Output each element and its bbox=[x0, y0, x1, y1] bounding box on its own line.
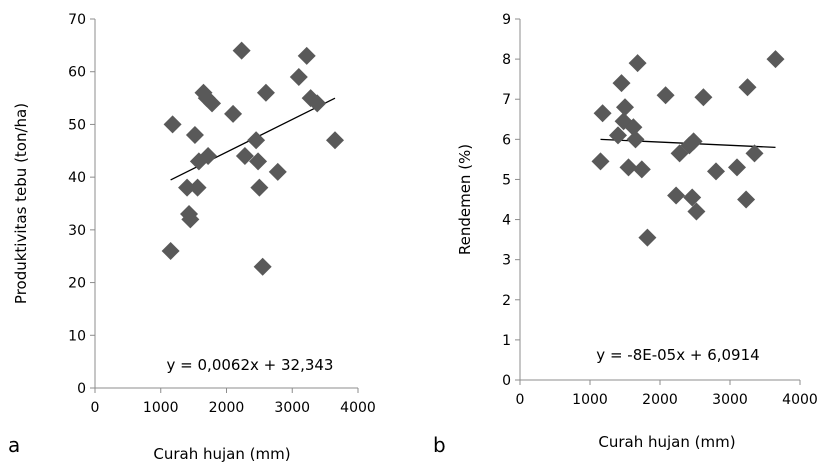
data-point bbox=[619, 158, 638, 177]
data-point bbox=[766, 50, 785, 69]
data-point bbox=[178, 178, 197, 197]
data-point bbox=[247, 131, 266, 150]
data-point bbox=[612, 74, 631, 93]
y-tick-label: 5 bbox=[502, 172, 511, 188]
y-axis-label: Produktivitas tebu (ton/ha) bbox=[12, 103, 30, 304]
data-point bbox=[163, 115, 182, 134]
data-point bbox=[297, 46, 316, 65]
x-tick-label: 3000 bbox=[274, 400, 310, 416]
data-point bbox=[268, 162, 287, 181]
x-tick-label: 2000 bbox=[642, 392, 678, 408]
y-tick-label: 20 bbox=[68, 276, 86, 292]
y-tick-label: 60 bbox=[68, 65, 86, 81]
data-point bbox=[181, 210, 200, 229]
panel-letter: a bbox=[8, 433, 20, 457]
data-point bbox=[325, 131, 344, 150]
data-point bbox=[614, 112, 633, 131]
data-point bbox=[235, 147, 254, 166]
data-point bbox=[161, 241, 180, 260]
y-tick-label: 9 bbox=[502, 12, 511, 28]
data-point bbox=[683, 188, 702, 207]
data-point bbox=[616, 98, 634, 117]
x-axis-label: Curah hujan (mm) bbox=[153, 445, 290, 463]
data-point bbox=[185, 125, 204, 144]
x-tick-label: 0 bbox=[516, 392, 525, 408]
data-point bbox=[684, 132, 703, 151]
chart-panel-a: 0 10 20 30 40 50 60 70 0 1000 2000 3000 4000 y = 0,00… bbox=[8, 12, 376, 463]
x-tick-label: 2000 bbox=[209, 400, 245, 416]
data-point bbox=[632, 160, 651, 179]
data-point bbox=[203, 94, 222, 113]
data-point bbox=[199, 147, 218, 166]
data-point bbox=[249, 152, 268, 171]
y-tick-label: 50 bbox=[68, 117, 86, 133]
data-point bbox=[591, 152, 610, 171]
data-point bbox=[628, 54, 647, 73]
x-tick-label: 4000 bbox=[782, 392, 818, 408]
panel-letter: b bbox=[433, 433, 446, 457]
data-point bbox=[667, 186, 686, 205]
x-tick-label: 1000 bbox=[572, 392, 608, 408]
data-point bbox=[250, 178, 269, 197]
data-point bbox=[694, 88, 713, 107]
data-point bbox=[737, 190, 756, 209]
data-point bbox=[593, 104, 612, 123]
y-tick-label: 30 bbox=[68, 223, 86, 239]
data-point bbox=[626, 130, 645, 149]
trendline-equation: y = 0,0062x + 32,343 bbox=[167, 356, 334, 374]
data-point bbox=[609, 126, 627, 145]
data-point bbox=[745, 144, 764, 163]
data-point bbox=[256, 83, 275, 102]
data-point bbox=[232, 41, 251, 60]
data-point bbox=[624, 118, 643, 137]
chart-panel-b: 0 1 2 3 4 5 6 7 8 9 0 1000 2000 3000 4000 y = -8E-05x +… bbox=[433, 12, 818, 457]
data-point bbox=[224, 104, 243, 123]
data-point bbox=[188, 178, 207, 197]
x-tick-label: 4000 bbox=[340, 400, 376, 416]
data-point bbox=[707, 162, 725, 181]
y-tick-label: 40 bbox=[68, 170, 86, 186]
data-point bbox=[738, 78, 757, 97]
x-tick-label: 3000 bbox=[712, 392, 748, 408]
data-point bbox=[289, 67, 308, 86]
y-tick-label: 8 bbox=[502, 52, 511, 68]
y-tick-label: 3 bbox=[502, 253, 511, 269]
y-tick-label: 10 bbox=[68, 328, 86, 344]
data-point bbox=[656, 86, 675, 105]
y-tick-label: 1 bbox=[502, 333, 511, 349]
y-tick-label: 7 bbox=[502, 92, 511, 108]
data-point bbox=[728, 158, 746, 177]
y-axis-label: Rendemen (%) bbox=[456, 144, 474, 255]
trendline-equation: y = -8E-05x + 6,0914 bbox=[596, 346, 759, 364]
data-point bbox=[253, 257, 272, 276]
y-tick-label: 0 bbox=[77, 381, 86, 397]
y-tick-label: 70 bbox=[68, 12, 86, 28]
data-point bbox=[638, 228, 657, 247]
data-point bbox=[687, 202, 706, 221]
data-point bbox=[308, 94, 327, 113]
x-axis-label: Curah hujan (mm) bbox=[598, 433, 735, 451]
y-tick-label: 2 bbox=[502, 293, 511, 309]
x-tick-label: 1000 bbox=[143, 400, 179, 416]
y-tick-label: 0 bbox=[502, 373, 511, 389]
y-tick-label: 4 bbox=[502, 213, 511, 229]
y-tick-label: 6 bbox=[502, 132, 511, 148]
x-tick-label: 0 bbox=[91, 400, 100, 416]
